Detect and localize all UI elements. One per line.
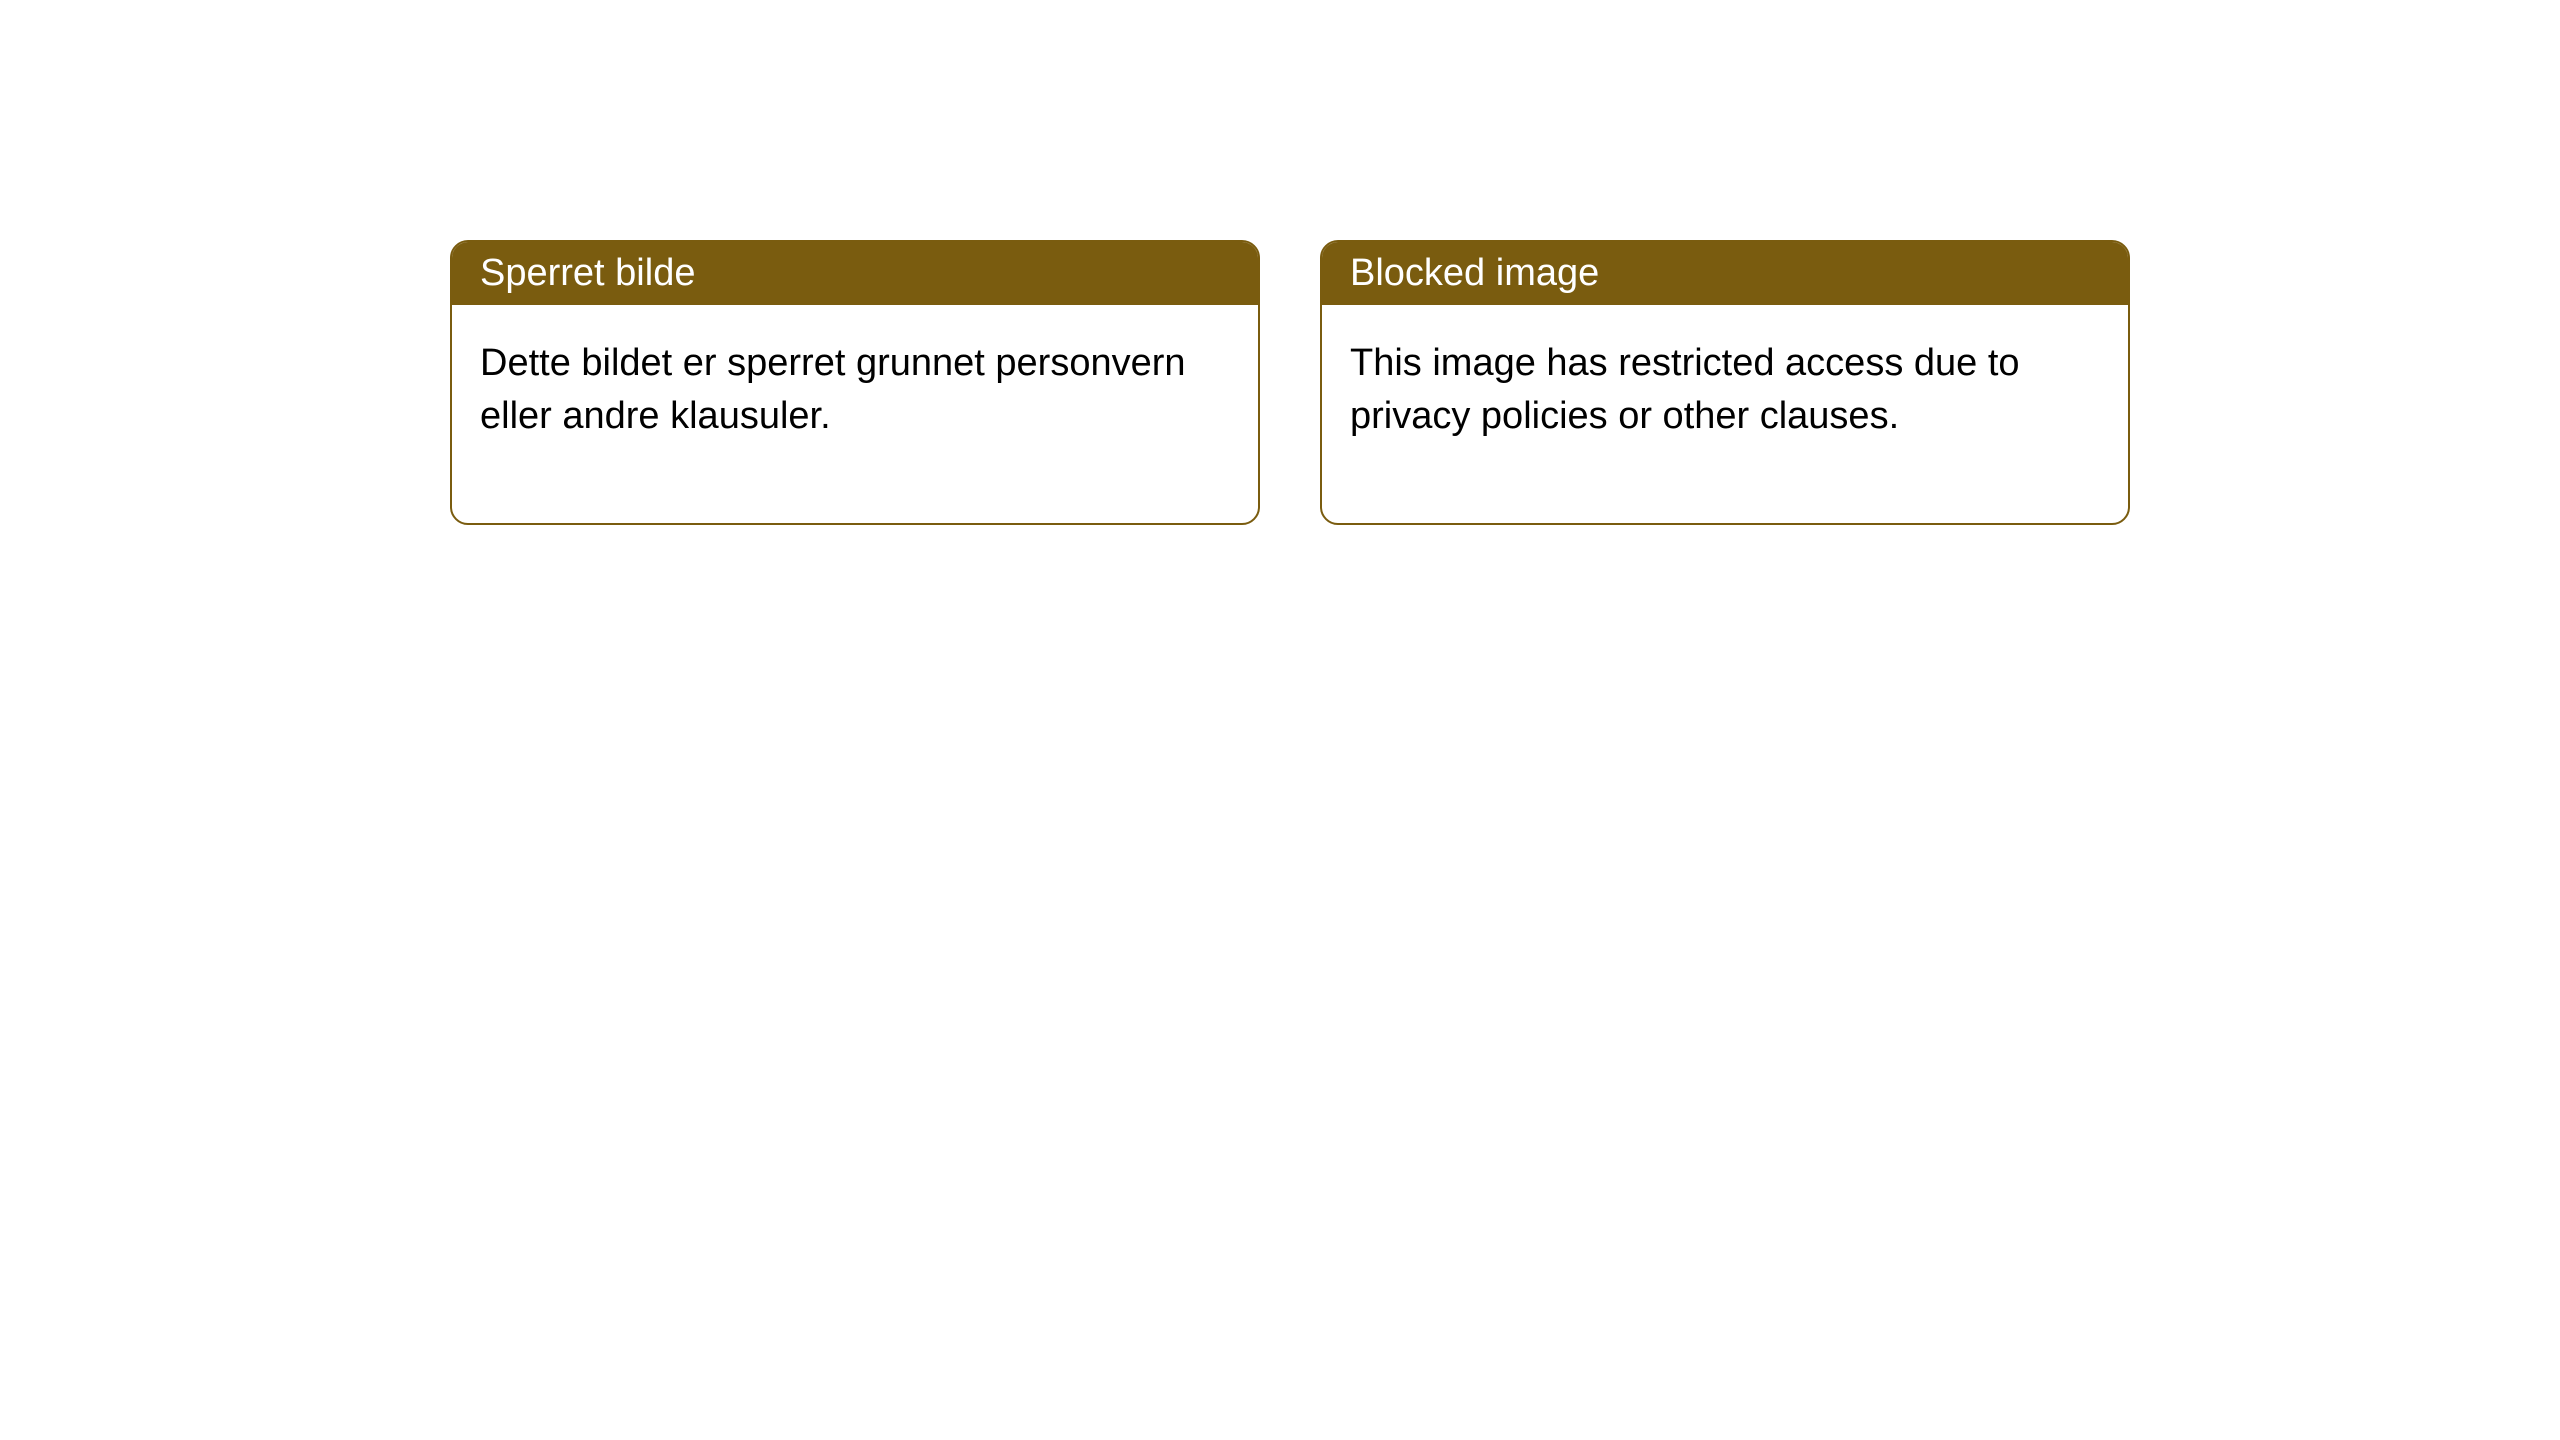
notice-body-no: Dette bildet er sperret grunnet personve… <box>452 305 1258 523</box>
notice-container: Sperret bilde Dette bildet er sperret gr… <box>0 0 2560 525</box>
notice-header-no: Sperret bilde <box>452 242 1258 305</box>
notice-body-en: This image has restricted access due to … <box>1322 305 2128 523</box>
notice-card-no: Sperret bilde Dette bildet er sperret gr… <box>450 240 1260 525</box>
notice-header-en: Blocked image <box>1322 242 2128 305</box>
notice-card-en: Blocked image This image has restricted … <box>1320 240 2130 525</box>
